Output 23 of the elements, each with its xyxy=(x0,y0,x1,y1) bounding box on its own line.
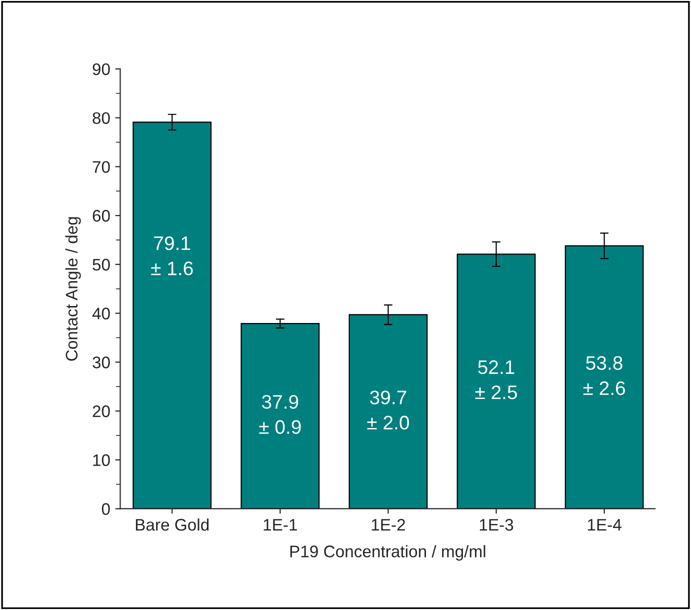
data-label: 39.7 ± 2.0 xyxy=(367,390,409,430)
y-tick-label: 20 xyxy=(92,405,110,418)
data-label: 53.8 ± 2.6 xyxy=(583,356,625,396)
data-label: 37.9 ± 0.9 xyxy=(259,395,301,434)
y-tick-label: 60 xyxy=(92,210,110,222)
y-tick-label: 50 xyxy=(92,258,110,271)
y-tick-label: 30 xyxy=(92,356,110,368)
bar xyxy=(240,322,320,509)
y-tick-label: 70 xyxy=(92,161,110,173)
data-label: 79.1 ± 1.6 xyxy=(151,236,193,276)
x-tick-label: 1E-1 xyxy=(264,519,297,531)
y-tick-label: 0 xyxy=(102,503,110,515)
y-tick-label: 10 xyxy=(93,454,110,466)
x-tick-label: Bare Gold xyxy=(136,518,209,531)
y-tick-label: 80 xyxy=(92,112,110,124)
x-axis-title: P19 Concentration / mg/ml xyxy=(290,545,486,561)
x-tick-label: 1E-3 xyxy=(480,518,514,531)
x-tick-label: 1E-4 xyxy=(588,519,622,531)
y-tick-label: 40 xyxy=(92,308,110,320)
y-axis-title: Contact Angle / deg xyxy=(65,217,81,361)
y-tick-label: 90 xyxy=(92,63,110,76)
x-tick-label: 1E-2 xyxy=(372,518,405,531)
data-label: 52.1 ± 2.5 xyxy=(475,360,517,400)
